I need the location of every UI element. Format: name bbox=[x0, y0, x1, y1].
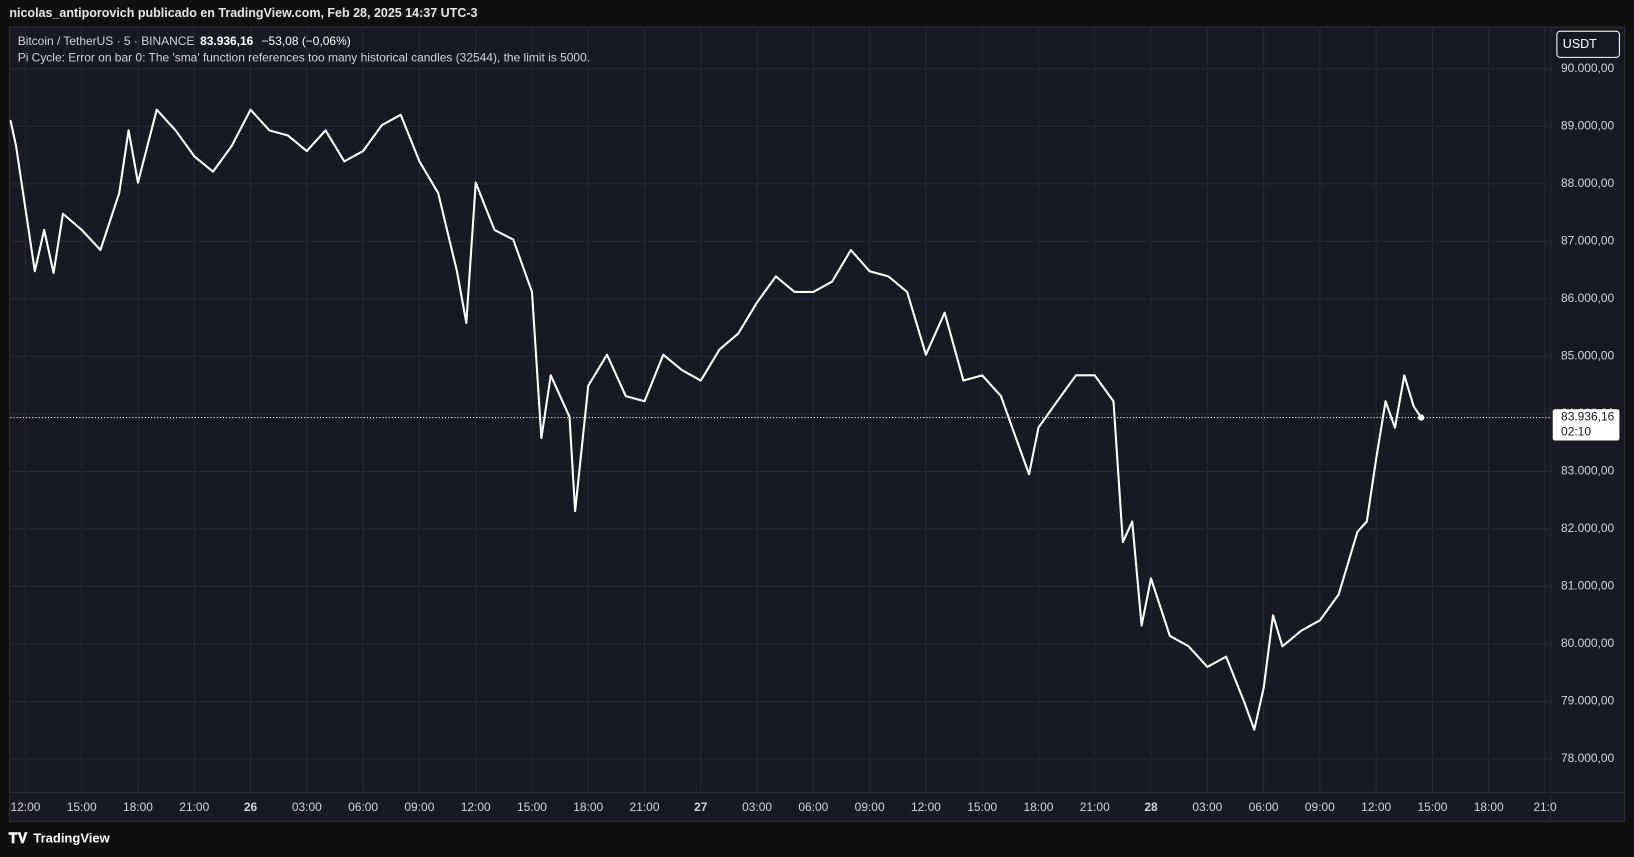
x-tick-label: 21:0 bbox=[1533, 800, 1557, 814]
x-tick-label: 06:00 bbox=[348, 800, 378, 814]
currency-button-label[interactable]: USDT bbox=[1563, 37, 1597, 51]
x-tick-label: 06:00 bbox=[1249, 800, 1279, 814]
last-price-tag-label: 83.936,16 bbox=[1561, 410, 1615, 424]
y-tick-label: 80.000,00 bbox=[1561, 636, 1615, 650]
x-tick-label: 03:00 bbox=[1192, 800, 1222, 814]
x-tick-label: 26 bbox=[244, 800, 258, 814]
y-tick-label: 82.000,00 bbox=[1561, 521, 1615, 535]
x-tick-label: 12:00 bbox=[461, 800, 491, 814]
x-tick-label: 03:00 bbox=[742, 800, 772, 814]
x-tick-label: 21:00 bbox=[1080, 800, 1110, 814]
y-tick-label: 87.000,00 bbox=[1561, 234, 1615, 248]
y-tick-label: 85.000,00 bbox=[1561, 349, 1615, 363]
grid bbox=[10, 27, 1551, 793]
x-tick-label: 09:00 bbox=[855, 800, 885, 814]
x-tick-label: 09:00 bbox=[1305, 800, 1335, 814]
price-line bbox=[9, 108, 1423, 731]
last-price-tag bbox=[1552, 409, 1620, 441]
symbol: Bitcoin / TetherUS · 5 · BINANCE bbox=[18, 34, 195, 48]
x-tick-label: 09:00 bbox=[404, 800, 434, 814]
x-tick-label: 21:00 bbox=[630, 800, 660, 814]
x-tick-label: 15:00 bbox=[517, 800, 547, 814]
x-tick-label: 12:00 bbox=[10, 800, 40, 814]
brand: TradingView bbox=[33, 831, 110, 846]
x-tick-label: 21:00 bbox=[179, 800, 209, 814]
x-tick-label: 28 bbox=[1144, 800, 1158, 814]
y-tick-label: 78.000,00 bbox=[1561, 751, 1615, 765]
x-tick-label: 18:00 bbox=[1024, 800, 1054, 814]
x-tick-label: 03:00 bbox=[292, 800, 322, 814]
x-tick-label: 12:00 bbox=[1361, 800, 1391, 814]
x-tick-label: 27 bbox=[694, 800, 708, 814]
x-tick-label: 15:00 bbox=[967, 800, 997, 814]
last-price: 83.936,16 bbox=[200, 34, 254, 48]
currency-button[interactable] bbox=[1556, 30, 1620, 58]
x-tick-label: 18:00 bbox=[573, 800, 603, 814]
x-tick-label: 18:00 bbox=[1474, 800, 1504, 814]
price-change: −53,08 (−0,06%) bbox=[262, 34, 351, 48]
chart-frame bbox=[8, 26, 1626, 823]
y-tick-label: 89.000,00 bbox=[1561, 118, 1615, 132]
countdown: 02:10 bbox=[1561, 424, 1591, 438]
y-tick-label: 83.000,00 bbox=[1561, 464, 1615, 478]
x-tick-label: 12:00 bbox=[911, 800, 941, 814]
x-tick-label: 15:00 bbox=[67, 800, 97, 814]
y-tick-label: 90.000,00 bbox=[1561, 61, 1615, 75]
attribution: nicolas_antiporovich publicado en Tradin… bbox=[9, 6, 477, 20]
x-tick-label: 06:00 bbox=[798, 800, 828, 814]
error-message: Pi Cycle: Error on bar 0: The 'sma' func… bbox=[18, 51, 590, 65]
y-tick-label: 86.000,00 bbox=[1561, 291, 1615, 305]
y-tick-label: 79.000,00 bbox=[1561, 694, 1615, 708]
y-tick-label: 81.000,00 bbox=[1561, 579, 1615, 593]
x-tick-label: 18:00 bbox=[123, 800, 153, 814]
x-tick-label: 15:00 bbox=[1417, 800, 1447, 814]
brand-logo: 𝐓𝐕 bbox=[8, 831, 28, 847]
y-tick-label: 88.000,00 bbox=[1561, 176, 1615, 190]
